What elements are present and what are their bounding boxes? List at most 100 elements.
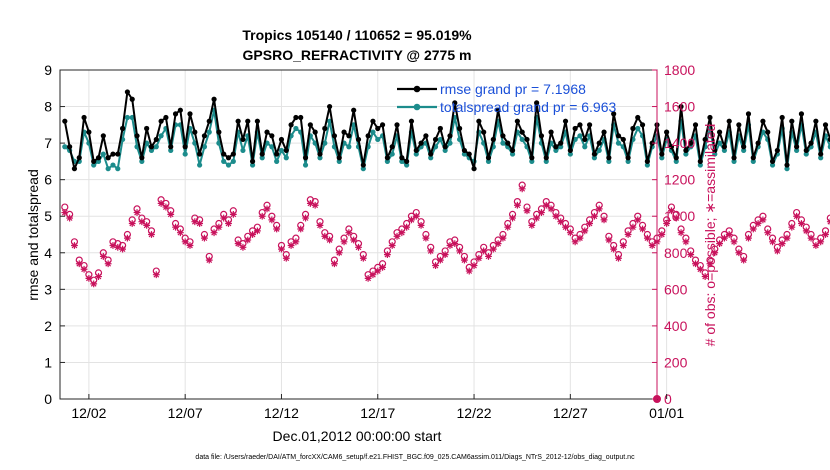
totalspread-point xyxy=(591,155,598,161)
totalspread-point xyxy=(794,147,800,154)
obs-assimilated-point xyxy=(172,223,179,231)
rmse-point xyxy=(683,147,689,154)
rmse-point xyxy=(322,125,328,132)
rmse-point xyxy=(731,155,737,161)
rmse-point xyxy=(611,111,617,117)
obs-assimilated-point xyxy=(152,271,160,279)
totalspread-point xyxy=(741,147,747,154)
rmse-point xyxy=(399,155,405,161)
totalspread-point xyxy=(404,162,410,168)
rmse-point xyxy=(110,151,116,157)
rmse-point xyxy=(553,144,559,150)
rmse-point xyxy=(750,155,756,161)
rmse-point xyxy=(659,151,665,157)
x-axis-label: Dec.01,2012 00:00:00 start xyxy=(273,428,442,444)
obs-assimilated-point xyxy=(668,207,675,215)
totalspread-point xyxy=(389,151,395,157)
rmse-point xyxy=(71,166,78,172)
obs-assimilated-point xyxy=(600,216,608,224)
legend-rmse-marker xyxy=(413,85,421,93)
totalspread-point xyxy=(259,155,265,161)
obs-assimilated-point xyxy=(499,234,507,242)
obs-assimilated-point xyxy=(470,262,478,269)
rmse-point xyxy=(668,144,675,150)
totalspread-point xyxy=(428,155,434,161)
y-tick-label-left: 1 xyxy=(44,354,52,370)
obs-assimilated-point xyxy=(494,240,502,248)
rmse-point xyxy=(394,122,400,128)
legend-spread-label: totalspread grand pr = 6.963 xyxy=(440,99,617,115)
rmse-point xyxy=(408,118,415,124)
obs-assimilated-point xyxy=(374,267,382,275)
rmse-point xyxy=(688,140,694,146)
y-axis-label-right: # of obs: o=possible; ∗=assimilated xyxy=(702,124,718,347)
totalspread-point xyxy=(625,158,631,164)
rmse-point xyxy=(625,155,631,161)
rmse-point xyxy=(86,129,92,135)
rmse-point xyxy=(630,125,636,132)
obs-assimilated-point xyxy=(773,247,781,255)
obs-assimilated-point xyxy=(465,267,473,275)
data-file-footnote: data file: /Users/raeder/DAI/ATM_forcXX/… xyxy=(195,454,635,461)
rmse-point xyxy=(784,162,790,168)
obs-assimilated-point xyxy=(721,234,728,242)
totalspread-point xyxy=(827,144,830,150)
obs-assimilated-point xyxy=(215,223,223,231)
obs-assimilated-point xyxy=(191,218,199,226)
rmse-point xyxy=(702,136,708,143)
x-tick-label: 12/27 xyxy=(553,405,588,421)
obs-assimilated-point xyxy=(696,265,704,273)
obs-assimilated-point xyxy=(475,254,483,262)
rmse-point xyxy=(721,144,728,150)
y-tick-label-right: 1000 xyxy=(664,208,695,224)
obs-assimilated-point xyxy=(408,216,415,224)
rmse-point xyxy=(379,122,386,128)
obs-assimilated-point xyxy=(566,229,574,237)
obs-assimilated-point xyxy=(379,264,386,271)
y-tick-label-right: 200 xyxy=(664,354,688,370)
totalspread-point xyxy=(485,158,492,164)
totalspread-point xyxy=(721,147,728,154)
obs-assimilated-point xyxy=(287,242,295,249)
totalspread-point xyxy=(673,158,679,164)
obs-assimilated-point xyxy=(687,251,695,259)
obs-assimilated-point xyxy=(672,214,680,222)
totalspread-point xyxy=(769,162,776,168)
rmse-point xyxy=(302,155,309,161)
rmse-point xyxy=(500,133,506,139)
obs-assimilated-point xyxy=(311,201,319,209)
obs-assimilated-point xyxy=(335,249,343,257)
rmse-point xyxy=(822,122,829,128)
rmse-point xyxy=(505,140,511,146)
obs-assimilated-point xyxy=(759,216,767,224)
totalspread-point xyxy=(336,158,342,164)
rmse-point xyxy=(336,155,342,161)
rmse-point xyxy=(452,100,458,106)
obs-assimilated-point xyxy=(547,205,555,213)
rmse-point xyxy=(741,144,747,150)
obs-assimilated-point xyxy=(436,256,444,264)
obs-assimilated-point xyxy=(143,221,151,229)
obs-assimilated-point xyxy=(778,240,786,248)
obs-assimilated-point xyxy=(533,214,541,222)
totalspread-point xyxy=(659,155,665,161)
totalspread-point xyxy=(543,158,549,164)
rmse-point xyxy=(490,136,496,143)
rmse-point xyxy=(124,89,131,95)
totalspread-point xyxy=(500,140,506,146)
chart-title: Tropics 105140 / 110652 = 95.019% xyxy=(242,27,472,43)
totalspread-point xyxy=(413,151,419,157)
chart-subtitle: GPSRO_REFRACTIVITY @ 2775 m xyxy=(243,47,472,63)
rmse-point xyxy=(495,107,501,113)
y-tick-label-left: 0 xyxy=(44,391,52,407)
obs-possible-point xyxy=(826,214,830,222)
obs-assimilated-point xyxy=(278,245,285,253)
obs-assimilated-point xyxy=(369,271,377,279)
rmse-point xyxy=(95,155,102,161)
rmse-point xyxy=(235,118,241,124)
rmse-point xyxy=(254,118,260,124)
obs-assimilated-point xyxy=(557,218,565,226)
totalspread-point xyxy=(225,162,232,168)
rmse-point xyxy=(601,129,607,135)
y-tick-label-right: 1600 xyxy=(664,99,695,115)
